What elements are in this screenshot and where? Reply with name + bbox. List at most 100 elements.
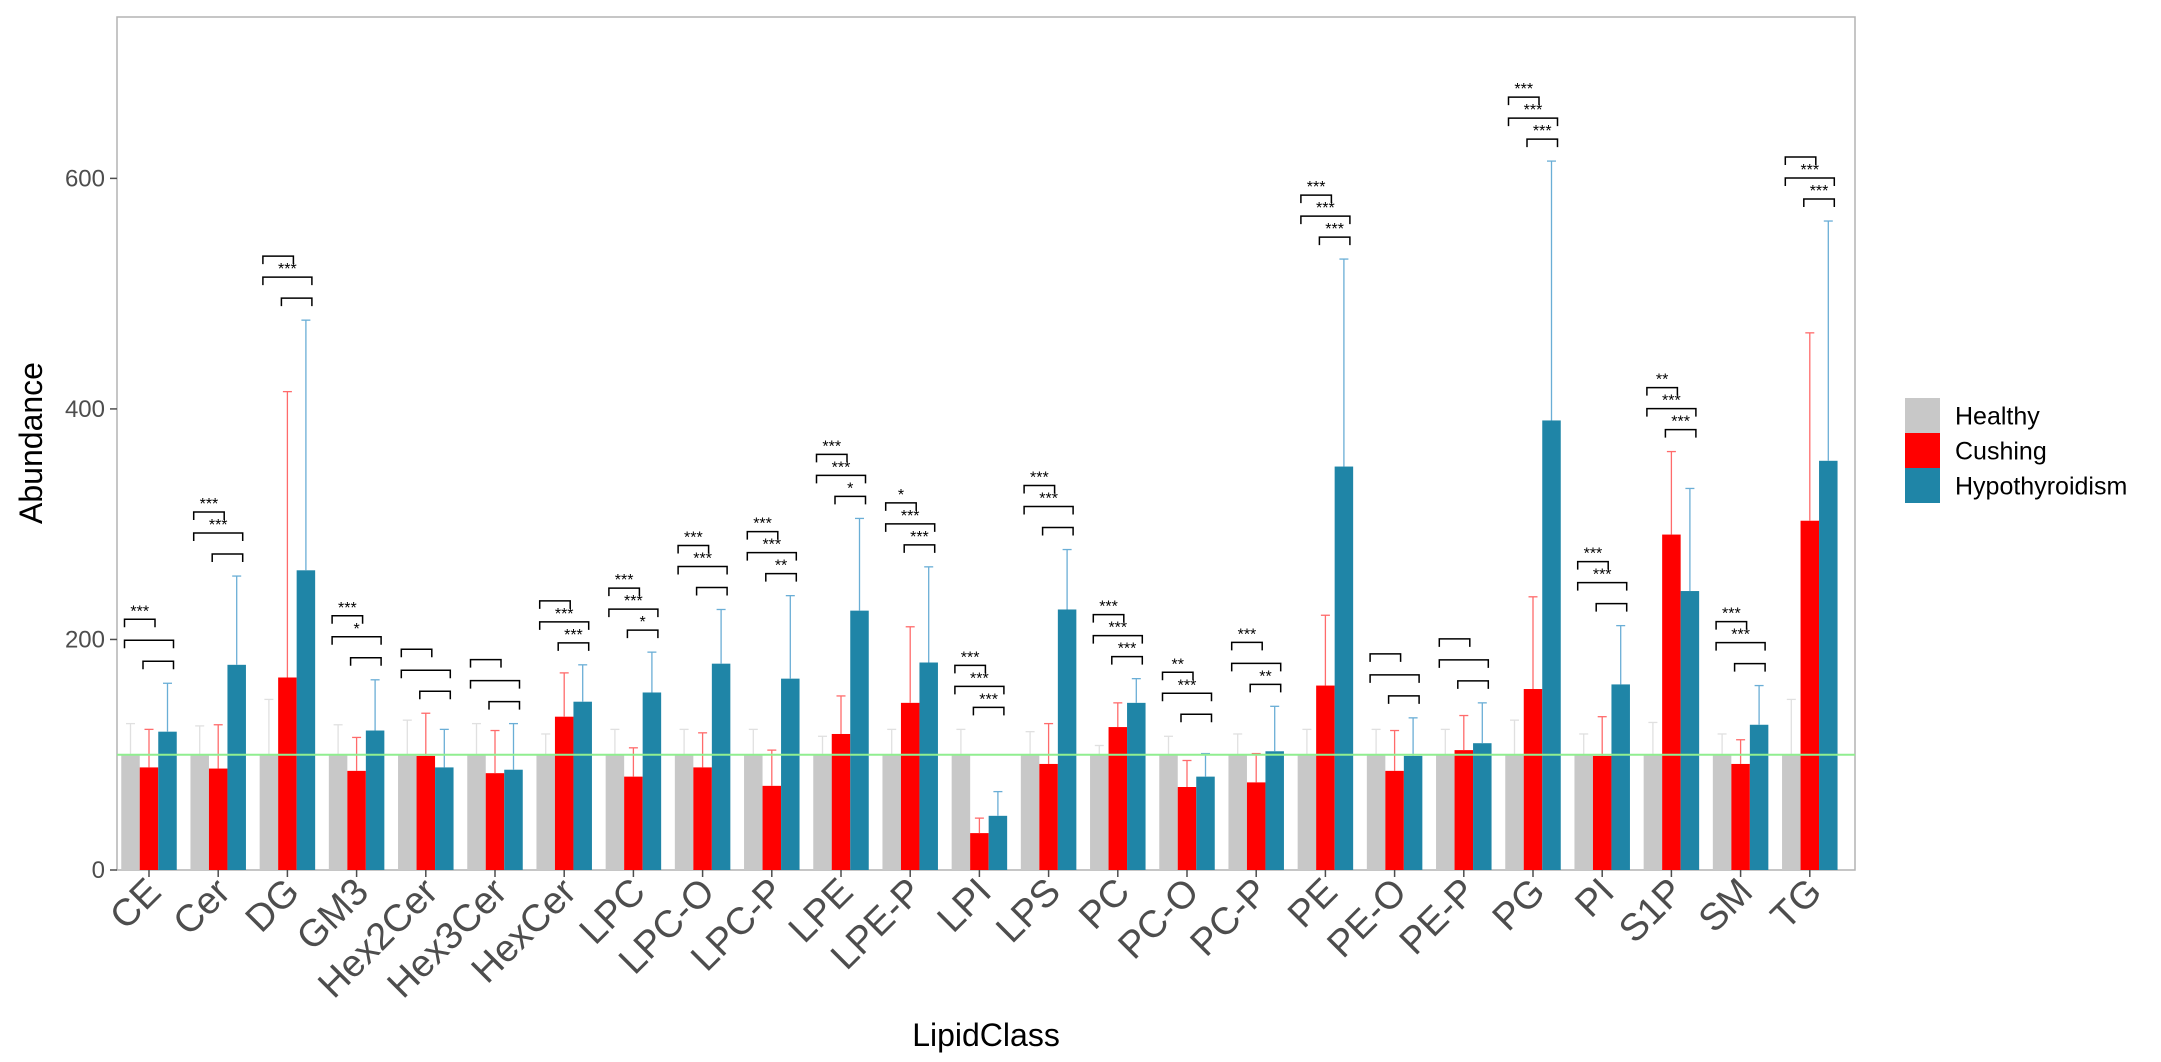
sig-label-GM3-1: *	[353, 621, 359, 638]
bar-cushing-Hex3Cer	[485, 773, 505, 870]
sig-label-SM-1: ***	[1731, 627, 1750, 644]
sig-label-GM3-0: ***	[338, 600, 357, 617]
x-tick-label-LPI: LPI	[930, 871, 1000, 941]
sig-bracket-LPC-O-1	[677, 565, 728, 575]
bar-healthy-PE-O	[1366, 754, 1386, 870]
x-tick-label-PE-O: PE-O	[1320, 871, 1415, 966]
bar-healthy-PC	[1090, 754, 1109, 870]
sig-bracket-PE-P-1	[1438, 659, 1490, 668]
sig-label-PI-0: ***	[1584, 546, 1603, 563]
bar-cushing-S1P	[1662, 534, 1681, 870]
bar-hypothyroidism-LPE	[850, 610, 869, 870]
bar-healthy-LPC-O	[674, 754, 694, 870]
sig-bracket-PG-1	[1507, 117, 1559, 127]
sig-bracket-PE-2	[1318, 236, 1351, 246]
sig-bracket-PC-O-1	[1161, 692, 1213, 702]
bar-cushing-PC-O	[1177, 787, 1197, 870]
sig-bracket-Cer-2	[211, 553, 244, 563]
y-tick-label-0: 0	[92, 857, 105, 884]
sig-bracket-LPC-P-1	[746, 551, 798, 561]
sig-bracket-GM3-0	[331, 615, 364, 624]
sig-bracket-SM-2	[1733, 662, 1766, 672]
sig-bracket-PC-P-2	[1249, 683, 1282, 693]
x-tick-label-PG: PG	[1485, 871, 1554, 940]
legend-label-healthy: Healthy	[1955, 403, 2040, 431]
sig-bracket-LPE-P-0	[884, 502, 917, 511]
sig-label-PC-2: ***	[1118, 641, 1137, 658]
x-axis-title: LipidClass	[912, 1017, 1060, 1053]
bar-cushing-LPE-P	[900, 702, 920, 870]
bar-hypothyroidism-PE	[1334, 466, 1354, 870]
bar-hypothyroidism-LPC-O	[711, 663, 731, 870]
bar-healthy-PC-O	[1159, 754, 1178, 870]
bar-cushing-TG	[1800, 520, 1820, 870]
sig-bracket-GM3-1	[331, 636, 382, 645]
sig-bracket-LPE-1	[815, 474, 867, 484]
sig-bracket-LPI-2	[972, 706, 1005, 716]
bar-healthy-LPE	[813, 754, 832, 870]
x-tick-label-PC-P: PC-P	[1183, 871, 1277, 965]
bar-hypothyroidism-HexCer	[573, 701, 592, 870]
sig-label-LPC-2: *	[640, 614, 646, 631]
sig-bracket-TG-0	[1784, 156, 1817, 166]
sig-label-HexCer-2: ***	[564, 627, 583, 644]
sig-label-CE-0: ***	[130, 603, 149, 620]
sig-label-PE-2: ***	[1325, 221, 1344, 238]
sig-label-DG-1: ***	[278, 261, 297, 278]
bar-healthy-Hex3Cer	[467, 754, 486, 870]
sig-bracket-Hex3Cer-2	[488, 700, 521, 710]
legend-key-healthy	[1905, 398, 1940, 433]
sig-bracket-TG-1	[1784, 177, 1836, 187]
sig-bracket-HexCer-0	[538, 600, 571, 609]
bar-hypothyroidism-LPS	[1057, 609, 1077, 870]
bar-healthy-CE	[121, 754, 140, 870]
bar-healthy-LPE-P	[882, 754, 901, 870]
bar-hypothyroidism-PC-P	[1265, 751, 1284, 870]
legend-key-cushing	[1905, 433, 1940, 468]
legend: Healthy Cushing Hypothyroidism	[1905, 398, 2127, 503]
sig-label-PI-1: ***	[1593, 567, 1612, 584]
sig-label-LPE-P-2: ***	[910, 529, 929, 546]
sig-label-LPI-0: ***	[961, 649, 980, 666]
sig-bracket-SM-0	[1715, 620, 1748, 630]
sig-label-LPC-P-0: ***	[753, 516, 772, 533]
sig-bracket-S1P-1	[1646, 407, 1697, 417]
bar-hypothyroidism-LPC	[642, 692, 662, 870]
bar-healthy-PG	[1505, 754, 1524, 870]
sig-label-PC-P-0: ***	[1238, 626, 1257, 643]
bar-hypothyroidism-Cer	[227, 664, 246, 870]
sig-bracket-HexCer-2	[557, 642, 590, 651]
sig-label-HexCer-1: ***	[555, 606, 574, 623]
bar-healthy-LPC-P	[744, 754, 763, 870]
sig-bracket-TG-2	[1803, 198, 1836, 208]
sig-bracket-Hex3Cer-1	[469, 679, 521, 689]
x-tick-label-SM: SM	[1691, 871, 1761, 941]
bar-hypothyroidism-LPI	[988, 815, 1008, 870]
sig-bracket-LPC-0	[608, 587, 641, 597]
x-tick-label-TG: TG	[1763, 871, 1830, 938]
x-tick-label-Cer: Cer	[166, 870, 239, 943]
sig-label-PC-0: ***	[1099, 599, 1118, 616]
bar-cushing-CE	[139, 767, 159, 870]
bar-hypothyroidism-LPC-P	[781, 678, 800, 870]
bar-hypothyroidism-GM3	[365, 730, 385, 870]
bar-cushing-PE-P	[1454, 750, 1474, 870]
sig-bracket-LPC-1	[608, 608, 659, 618]
sig-bracket-Cer-0	[192, 511, 225, 521]
bar-healthy-S1P	[1643, 754, 1663, 870]
sig-label-PG-2: ***	[1533, 123, 1552, 140]
sig-label-LPE-0: ***	[822, 438, 841, 455]
sig-label-PC-O-1: ***	[1178, 677, 1197, 694]
bar-hypothyroidism-Hex2Cer	[435, 767, 454, 870]
bar-cushing-SM	[1731, 763, 1750, 870]
bar-cushing-PE	[1316, 685, 1335, 870]
bar-hypothyroidism-SM	[1749, 724, 1769, 870]
sig-bracket-GM3-2	[349, 657, 382, 666]
sig-bracket-PE-O-2	[1387, 695, 1420, 704]
bar-cushing-PG	[1523, 689, 1543, 870]
sig-label-LPC-O-0: ***	[684, 529, 703, 546]
bar-cushing-LPS	[1039, 763, 1058, 870]
bar-hypothyroidism-CE	[158, 731, 177, 870]
sig-bracket-HexCer-1	[538, 621, 590, 630]
